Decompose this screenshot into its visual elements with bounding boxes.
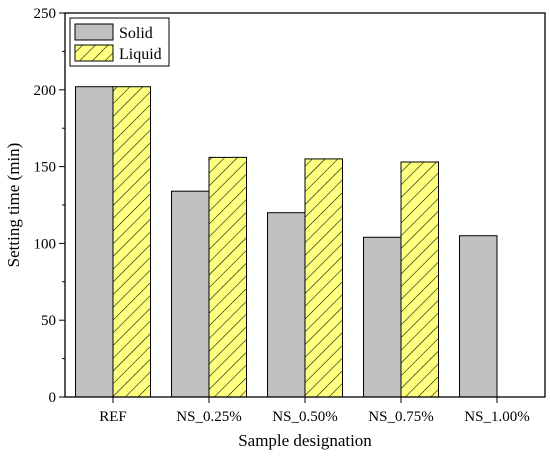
bar-solid-4	[459, 235, 498, 398]
bar-liquid-2	[304, 158, 343, 398]
x-tick-label: NS_0.75%	[368, 409, 433, 425]
legend: Solid Liquid	[69, 17, 170, 67]
bar-solid-3	[363, 236, 402, 398]
y-tick-label: 0	[49, 390, 57, 406]
x-tick-label: REF	[99, 409, 127, 425]
y-tick-label: 200	[34, 83, 57, 99]
y-tick-label: 250	[34, 6, 57, 22]
bar-solid-2	[267, 212, 306, 398]
y-tick-label: 100	[34, 236, 57, 252]
x-axis-label: Sample designation	[238, 431, 372, 450]
bar-solid-0	[75, 86, 114, 398]
y-axis-label: Setting time (min)	[4, 143, 23, 268]
y-tick-label: 150	[34, 160, 57, 176]
ticks-layer: REF NS_0.25% NS_0.50% NS_0.75% NS_1.00% 0 50 10…	[34, 6, 530, 425]
legend-swatch-liquid	[74, 44, 114, 62]
x-tick-label: NS_0.50%	[272, 409, 337, 425]
bar-liquid-0	[112, 86, 151, 398]
bars-layer	[75, 86, 498, 398]
x-tick-label: NS_0.25%	[176, 409, 241, 425]
x-tick-label: NS_1.00%	[464, 409, 529, 425]
legend-swatch-solid	[74, 23, 114, 41]
legend-label-solid: Solid	[119, 25, 153, 42]
y-tick-label: 50	[41, 313, 56, 329]
bar-liquid-1	[208, 156, 247, 398]
bar-solid-1	[171, 190, 210, 398]
bar-liquid-3	[400, 161, 439, 398]
legend-label-liquid: Liquid	[119, 46, 162, 63]
